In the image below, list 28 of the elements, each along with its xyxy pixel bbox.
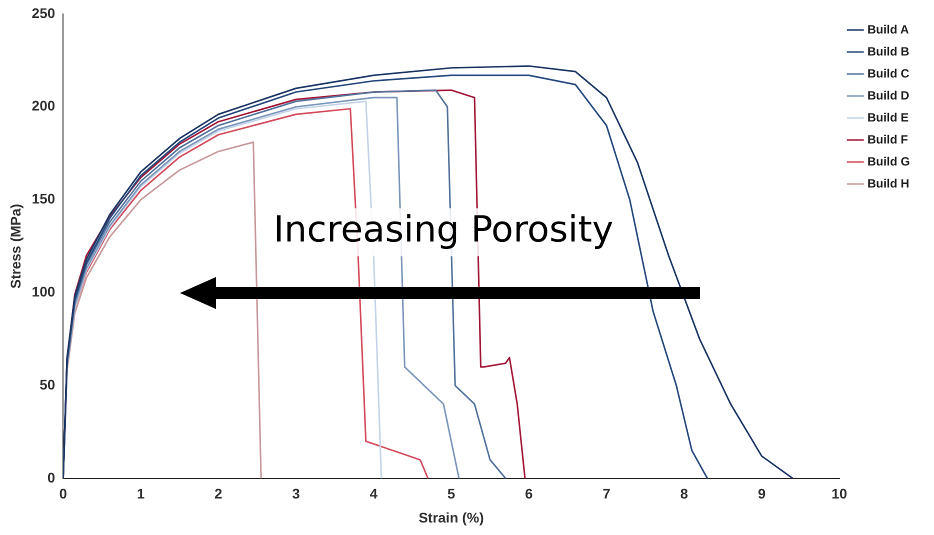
legend-label: Build F bbox=[867, 132, 908, 146]
x-tick-label: 0 bbox=[59, 486, 68, 502]
x-tick-label: 4 bbox=[370, 486, 378, 502]
y-tick-label: 250 bbox=[32, 4, 56, 21]
legend-label: Build D bbox=[867, 88, 910, 102]
y-tick-label: 100 bbox=[32, 284, 56, 300]
x-axis-title: Strain (%) bbox=[418, 509, 484, 526]
x-tick-label: 10 bbox=[832, 486, 848, 502]
legend-label: Build H bbox=[867, 176, 910, 190]
x-tick-label: 7 bbox=[602, 486, 611, 502]
x-tick-label: 3 bbox=[292, 486, 300, 502]
legend-label: Build A bbox=[867, 22, 910, 36]
legend-label: Build E bbox=[867, 110, 909, 124]
x-tick-label: 5 bbox=[447, 486, 456, 502]
x-tick-label: 2 bbox=[214, 486, 222, 502]
x-tick-label: 8 bbox=[680, 486, 688, 502]
y-tick-label: 50 bbox=[40, 376, 56, 392]
y-tick-label: 150 bbox=[32, 190, 56, 207]
legend-label: Build C bbox=[867, 66, 910, 80]
legend-label: Build G bbox=[867, 154, 910, 168]
y-tick-label: 0 bbox=[47, 469, 56, 486]
y-axis-title: Stress (MPa) bbox=[7, 204, 24, 289]
x-tick-label: 6 bbox=[524, 486, 533, 502]
x-tick-label: 9 bbox=[758, 486, 766, 502]
x-tick-label: 1 bbox=[136, 486, 145, 502]
legend-label: Build B bbox=[867, 44, 910, 58]
annotation: Increasing Porosity bbox=[273, 210, 614, 251]
y-tick-label: 200 bbox=[32, 98, 56, 114]
